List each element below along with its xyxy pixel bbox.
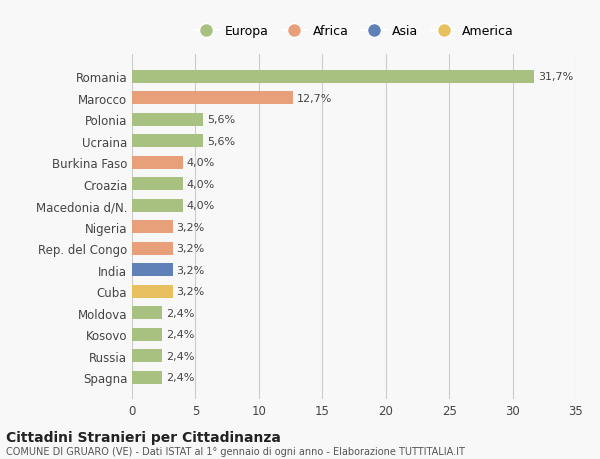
Text: 31,7%: 31,7% [538,72,573,82]
Bar [132,285,173,298]
Bar [132,263,173,276]
Text: 2,4%: 2,4% [166,372,194,382]
Text: 3,2%: 3,2% [176,244,205,254]
Bar [132,92,293,105]
Bar [132,328,163,341]
Bar [132,349,163,362]
Bar [132,113,203,127]
Text: 3,2%: 3,2% [176,222,205,232]
Text: 12,7%: 12,7% [297,94,332,104]
Bar [132,371,163,384]
Bar [132,242,173,255]
Text: 4,0%: 4,0% [187,158,215,168]
Text: 2,4%: 2,4% [166,308,194,318]
Text: 2,4%: 2,4% [166,330,194,339]
Bar [132,135,203,148]
Text: 4,0%: 4,0% [187,201,215,211]
Text: Cittadini Stranieri per Cittadinanza: Cittadini Stranieri per Cittadinanza [6,430,281,444]
Text: 4,0%: 4,0% [187,179,215,189]
Text: 5,6%: 5,6% [207,115,235,125]
Bar [132,221,173,234]
Bar [132,157,183,169]
Text: 3,2%: 3,2% [176,286,205,297]
Bar [132,199,183,212]
Text: 2,4%: 2,4% [166,351,194,361]
Bar [132,307,163,319]
Text: 3,2%: 3,2% [176,265,205,275]
Bar [132,178,183,191]
Legend: Europa, Africa, Asia, America: Europa, Africa, Asia, America [189,20,519,43]
Text: COMUNE DI GRUARO (VE) - Dati ISTAT al 1° gennaio di ogni anno - Elaborazione TUT: COMUNE DI GRUARO (VE) - Dati ISTAT al 1°… [6,447,465,456]
Text: 5,6%: 5,6% [207,136,235,146]
Bar [132,71,534,84]
